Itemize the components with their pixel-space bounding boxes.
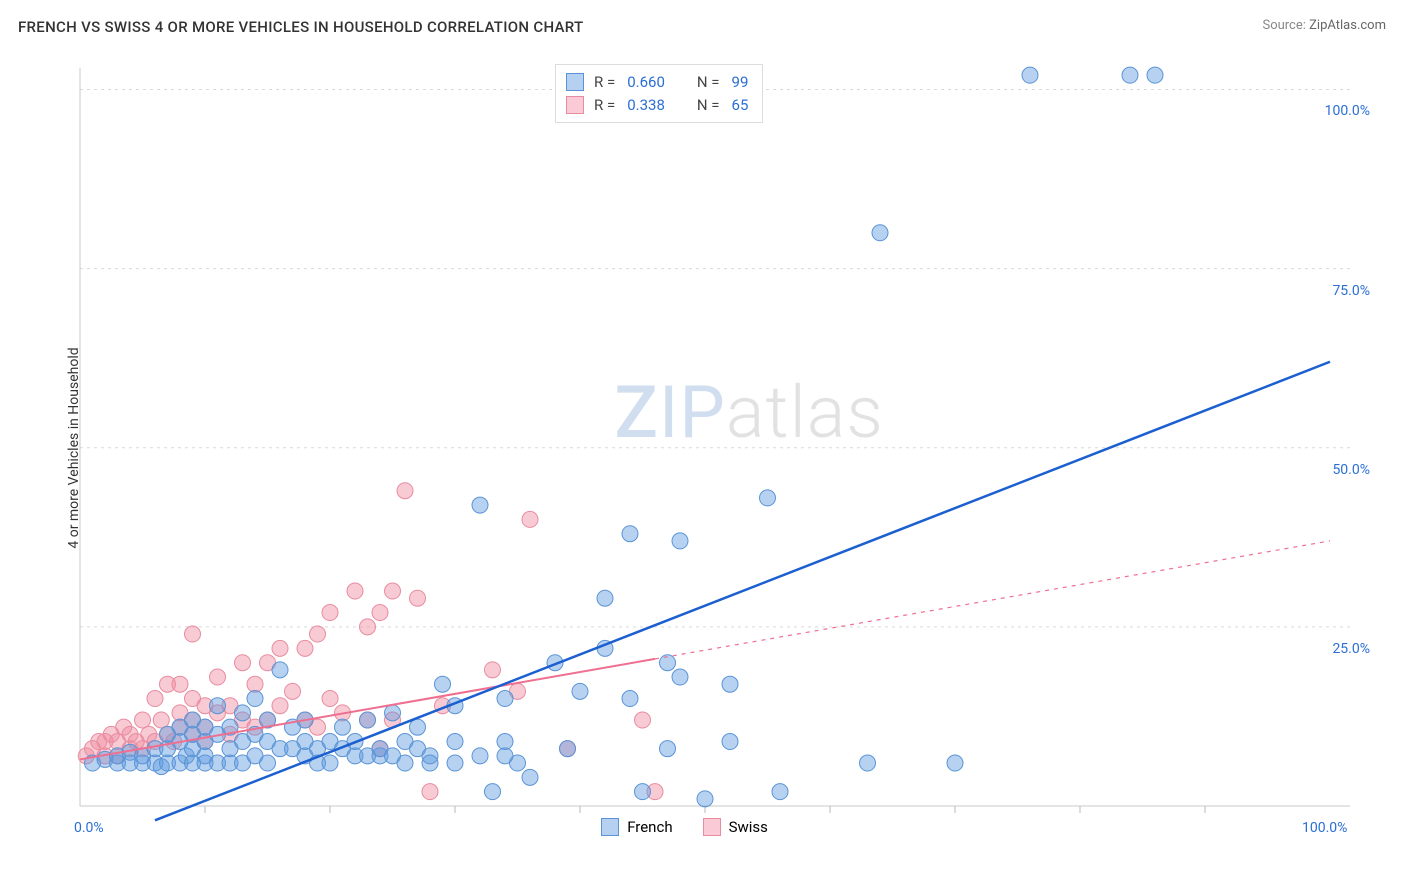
chart-area: 4 or more Vehicles in Household ZIPatlas… <box>60 58 1380 838</box>
legend-swatch <box>601 818 619 836</box>
x-tick-label-right: 100.0% <box>1302 820 1347 836</box>
chart-title: FRENCH VS SWISS 4 OR MORE VEHICLES IN HO… <box>18 18 583 36</box>
legend-series-label: French <box>627 818 672 836</box>
legend-swatch <box>703 818 721 836</box>
source-value: ZipAtlas.com <box>1309 18 1386 33</box>
y-tick-label: 75.0% <box>1332 283 1370 299</box>
legend-item: Swiss <box>703 818 768 836</box>
legend-n-label: N = <box>697 71 720 94</box>
legend-swatch <box>566 96 584 114</box>
legend-r-label: R = <box>594 71 615 94</box>
source-label: Source: <box>1262 18 1309 33</box>
legend-n-label: N = <box>697 94 720 117</box>
legend-r-label: R = <box>594 94 615 117</box>
correlation-legend: R = 0.660 N = 99 R = 0.338 N = 65 <box>555 64 763 123</box>
y-tick-label: 50.0% <box>1332 462 1370 478</box>
legend-n-value: 99 <box>732 71 749 94</box>
legend-series-label: Swiss <box>729 818 768 836</box>
legend-r-value: 0.660 <box>627 71 665 94</box>
legend-swatch <box>566 73 584 91</box>
source-attribution: Source: ZipAtlas.com <box>1262 18 1386 33</box>
legend-n-value: 65 <box>732 94 749 117</box>
scatter-chart-svg <box>60 58 1380 838</box>
x-tick-label-left: 0.0% <box>74 820 104 836</box>
y-tick-label: 25.0% <box>1332 641 1370 657</box>
legend-row: R = 0.338 N = 65 <box>566 94 748 117</box>
legend-row: R = 0.660 N = 99 <box>566 71 748 94</box>
legend-item: French <box>601 818 672 836</box>
legend-r-value: 0.338 <box>627 94 665 117</box>
series-legend: French Swiss <box>601 818 768 836</box>
y-tick-label: 100.0% <box>1325 103 1370 119</box>
